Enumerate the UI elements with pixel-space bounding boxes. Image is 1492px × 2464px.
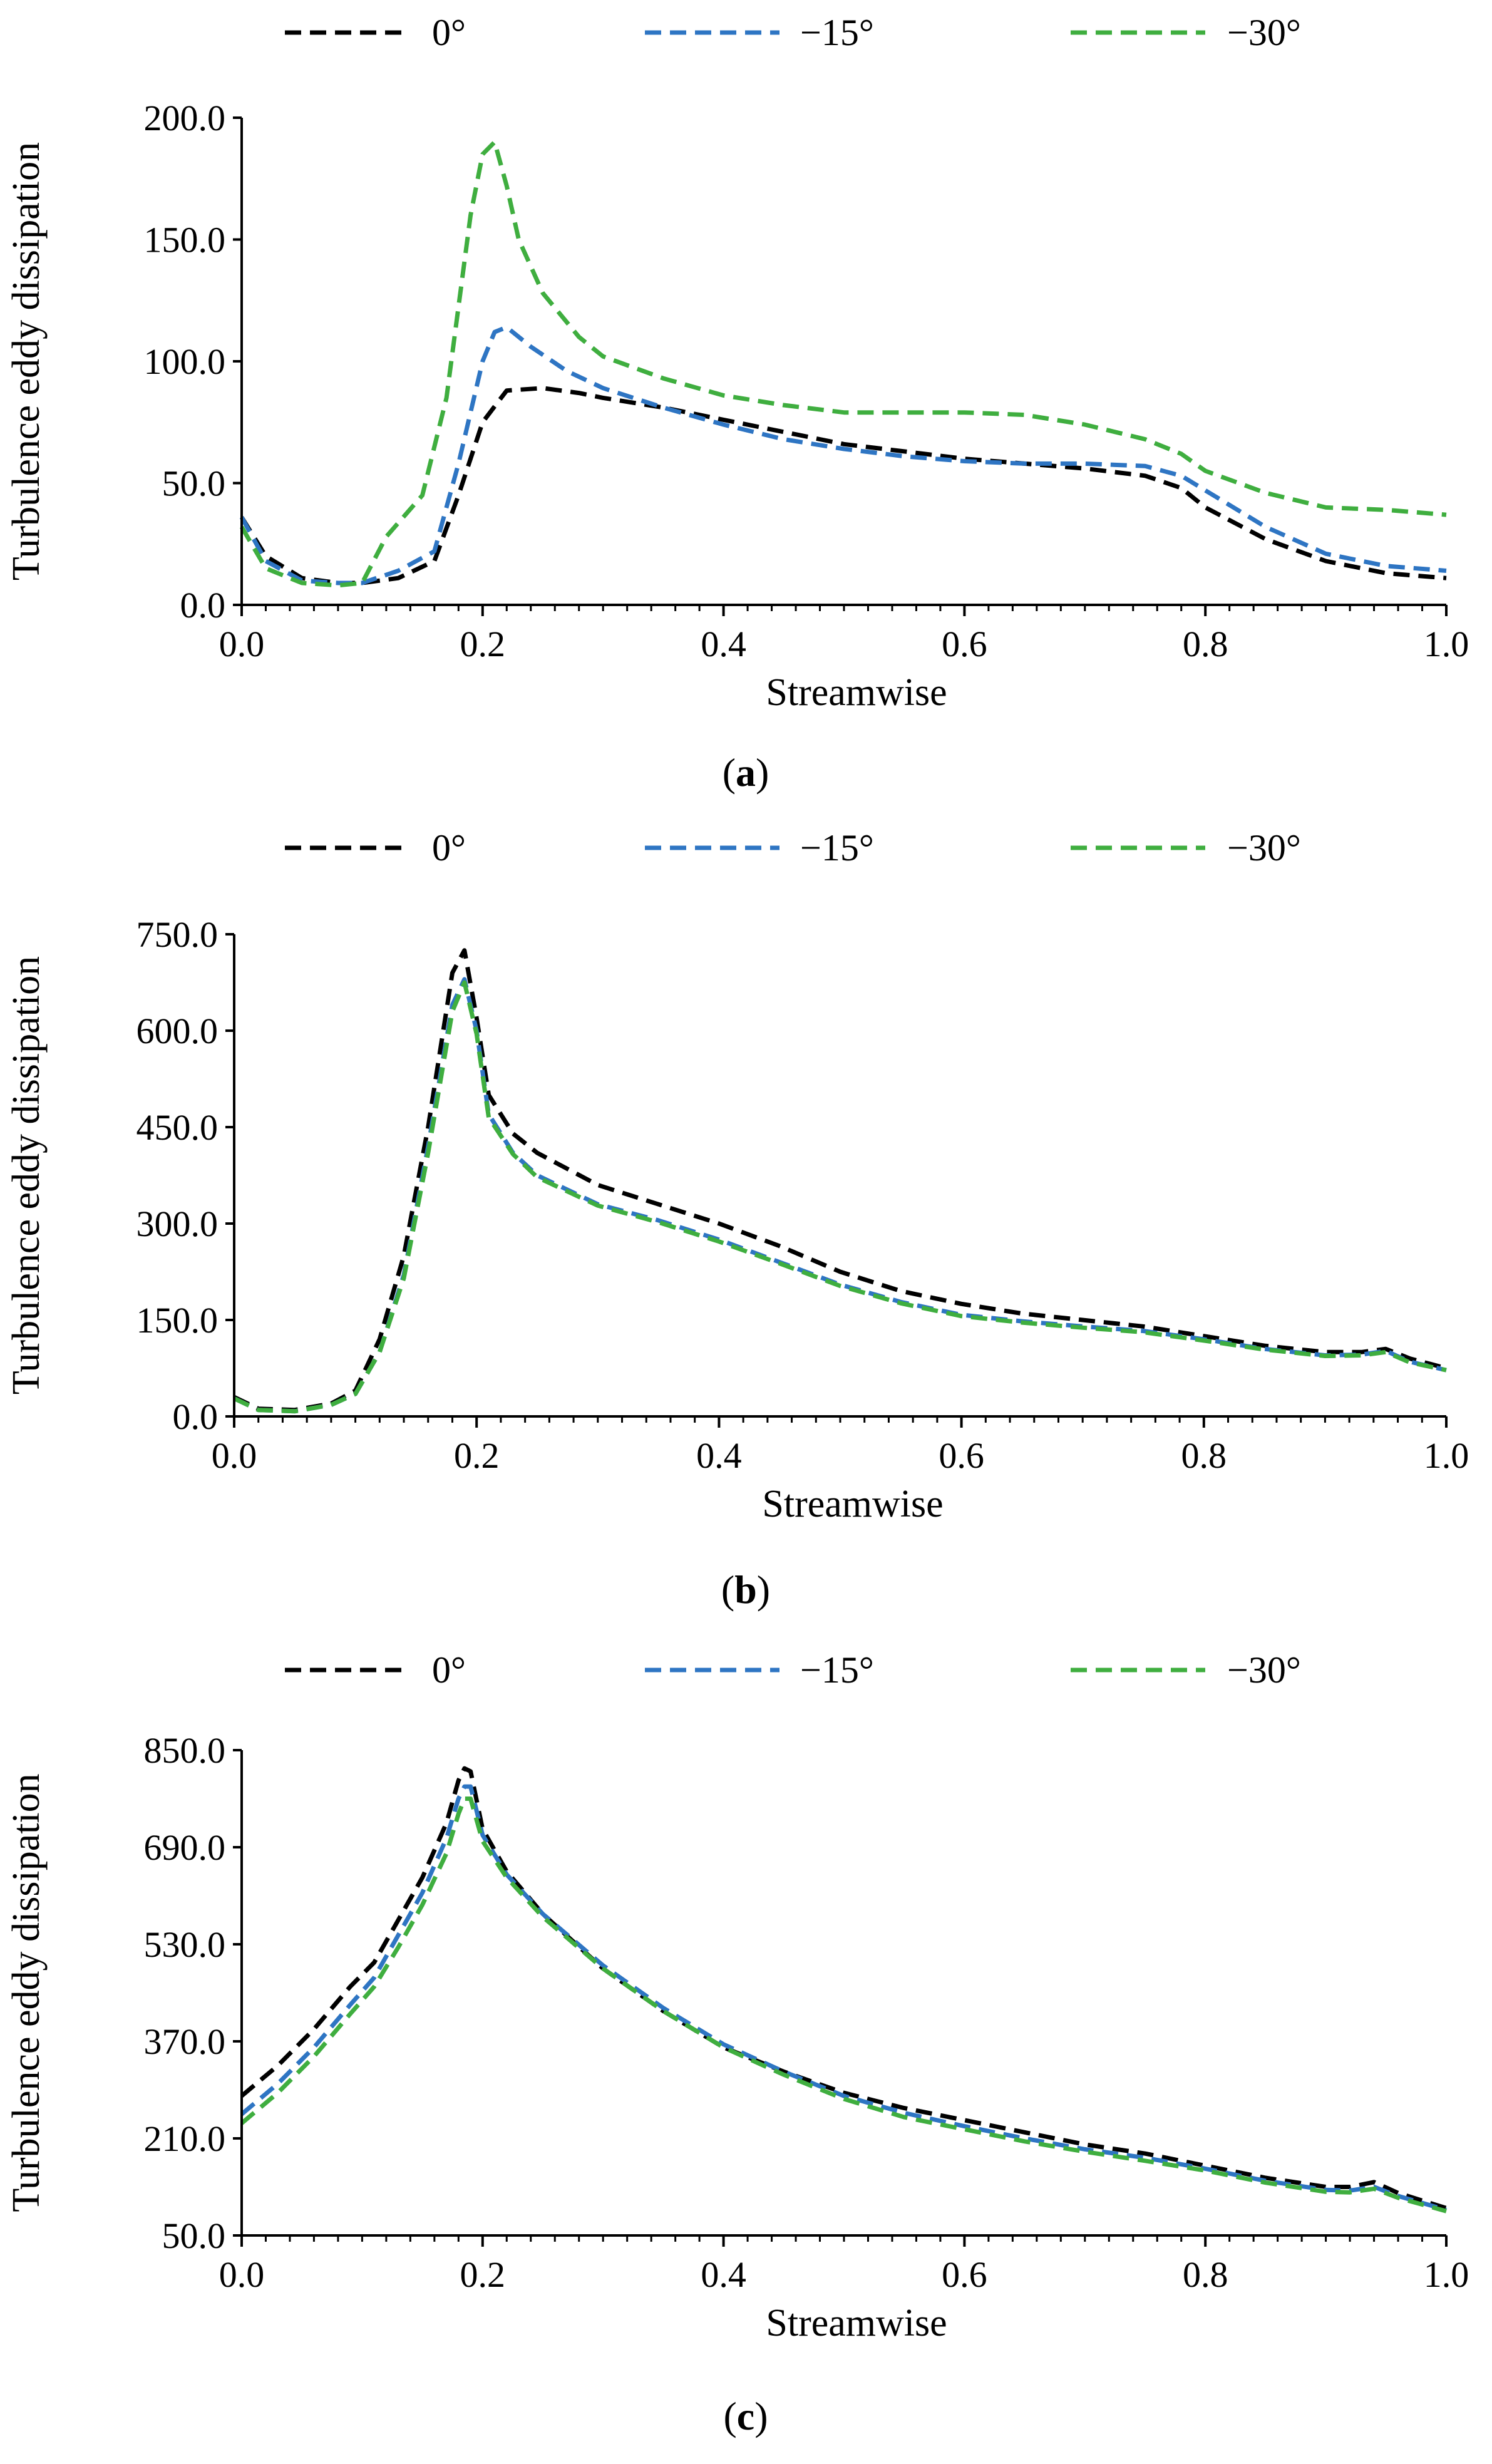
y-tick-label: 150.0 — [136, 1300, 219, 1341]
caption-close: ) — [757, 1567, 770, 1612]
series-line-1 — [233, 948, 1447, 1413]
x-tick-label: 0.8 — [1183, 624, 1228, 664]
x-tick-label: 0.0 — [219, 624, 265, 664]
x-axis-title: Streamwise — [766, 671, 947, 714]
x-tick-label: 0.2 — [460, 2254, 506, 2295]
x-tick-label: 0.4 — [701, 2254, 746, 2295]
legend-label-3: −30° — [1227, 827, 1301, 869]
caption-letter: a — [736, 750, 756, 795]
legend-label-3: −30° — [1227, 12, 1301, 53]
panel-b: 0° −15° −30° 0.0 150.0 300.0 450.0 600.0 750.0 0.… — [5, 827, 1469, 1612]
caption-letter: b — [734, 1567, 757, 1612]
y-tick-label: 100.0 — [144, 341, 226, 382]
y-tick-label: 50.0 — [162, 463, 226, 504]
x-tick-label: 0.4 — [696, 1435, 742, 1476]
y-tick-label: 370.0 — [144, 2021, 226, 2062]
y-tick-label: 450.0 — [136, 1107, 219, 1148]
y-tick-label: 600.0 — [136, 1011, 219, 1051]
caption-close: ) — [756, 750, 769, 795]
y-axis-title: Turbulence eddy dissipation — [5, 956, 48, 1394]
panel-caption: (b) — [721, 1567, 770, 1612]
x-tick-label: 1.0 — [1424, 1435, 1469, 1476]
y-tick-label: 750.0 — [136, 914, 219, 955]
x-axis-title: Streamwise — [766, 2302, 947, 2344]
x-tick-label: 0.2 — [454, 1435, 500, 1476]
legend-label-3: −30° — [1227, 1649, 1301, 1691]
panel-a: 0° −15° −30° 0.0 50.0 100.0 150.0 200.0 0.0 0.2 0.… — [5, 12, 1469, 795]
x-tick-label: 0.6 — [942, 624, 987, 664]
legend-label-1: 0° — [432, 12, 466, 53]
legend-label-1: 0° — [432, 1649, 466, 1691]
series-line-2 — [240, 1784, 1447, 2212]
x-tick-label: 0.0 — [212, 1435, 257, 1476]
y-tick-label: 150.0 — [144, 220, 226, 260]
y-tick-label: 200.0 — [144, 98, 226, 138]
legend-label-2: −15° — [800, 12, 874, 53]
y-tick-label: 50.0 — [162, 2215, 226, 2256]
series-line-3 — [240, 1796, 1447, 2214]
x-axis-title: Streamwise — [762, 1483, 943, 1525]
series-line-1 — [240, 1766, 1448, 2210]
x-tick-label: 0.6 — [939, 1435, 984, 1476]
series-line-3 — [239, 140, 1447, 588]
caption-letter: c — [737, 2394, 754, 2438]
y-tick-label: 0.0 — [180, 585, 226, 626]
legend-label-1: 0° — [432, 827, 466, 869]
panel-c: 0° −15° −30° 50.0 210.0 370.0 530.0 690.0 850.0 0… — [5, 1649, 1469, 2438]
y-axis-title: Turbulence eddy dissipation — [5, 142, 48, 580]
x-tick-label: 1.0 — [1424, 624, 1469, 664]
legend-label-2: −15° — [800, 1649, 874, 1691]
x-tick-label: 0.0 — [219, 2254, 265, 2295]
x-tick-label: 0.8 — [1181, 1435, 1227, 1476]
panel-caption: (a) — [723, 750, 769, 795]
x-tick-label: 0.8 — [1183, 2254, 1228, 2295]
y-tick-label: 0.0 — [173, 1396, 219, 1437]
caption-open: ( — [723, 2394, 736, 2438]
y-tick-label: 850.0 — [144, 1730, 226, 1771]
series-line-2 — [233, 977, 1447, 1414]
x-tick-label: 0.2 — [460, 624, 506, 664]
x-tick-label: 0.4 — [701, 624, 746, 664]
y-tick-label: 210.0 — [144, 2118, 226, 2159]
y-tick-label: 530.0 — [144, 1924, 226, 1965]
legend-label-2: −15° — [800, 827, 874, 869]
x-tick-label: 0.6 — [942, 2254, 987, 2295]
y-axis-title: Turbulence eddy dissipation — [5, 1773, 48, 2212]
y-tick-label: 300.0 — [136, 1204, 219, 1244]
series-line-2 — [239, 325, 1447, 585]
caption-close: ) — [754, 2394, 768, 2438]
series-line-1 — [240, 386, 1447, 585]
y-tick-label: 690.0 — [144, 1827, 226, 1868]
panel-caption: (c) — [723, 2394, 768, 2438]
caption-open: ( — [723, 750, 736, 795]
x-tick-label: 1.0 — [1424, 2254, 1469, 2295]
caption-open: ( — [721, 1567, 734, 1612]
